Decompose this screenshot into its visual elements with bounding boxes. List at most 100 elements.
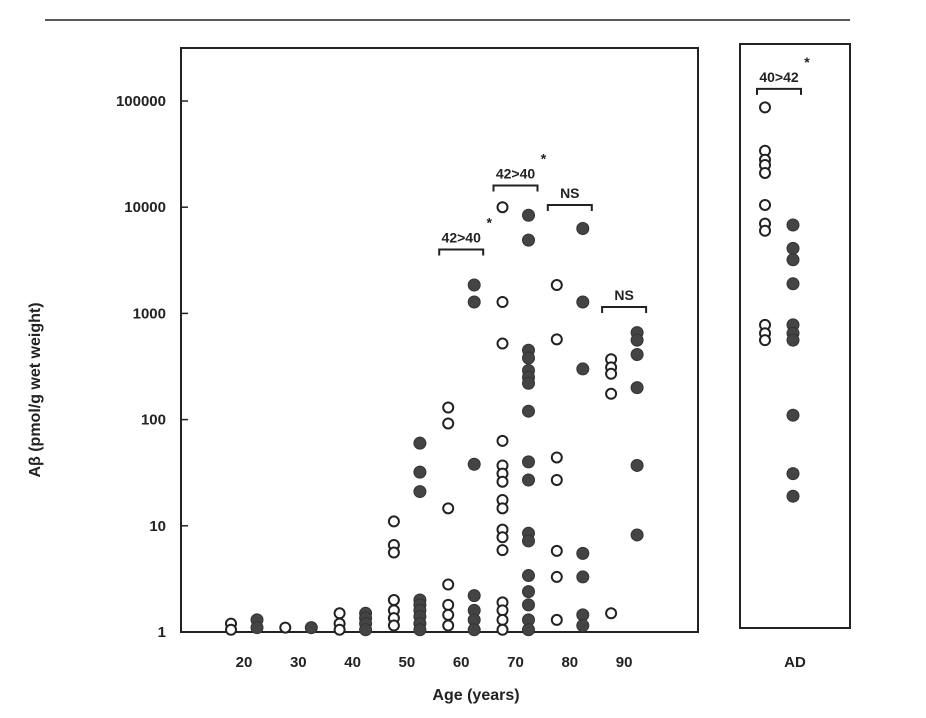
point-abeta40	[496, 531, 509, 544]
point-abeta40	[496, 502, 509, 515]
point-abeta40	[442, 598, 455, 611]
point-abeta42	[467, 623, 481, 637]
point-abeta42	[522, 233, 535, 247]
point-abeta42	[522, 585, 535, 599]
ad-plot-frame	[739, 43, 851, 629]
point-abeta42	[786, 241, 800, 255]
point-abeta40	[279, 621, 292, 634]
point-abeta42	[467, 295, 481, 309]
point-abeta40	[605, 387, 618, 400]
point-abeta42	[576, 295, 590, 309]
x-tick-label: 40	[344, 654, 361, 671]
y-tick-label: 1	[158, 624, 166, 641]
point-abeta40	[605, 607, 618, 620]
point-abeta40	[333, 607, 346, 620]
point-abeta42	[522, 455, 535, 469]
point-abeta40	[550, 473, 563, 486]
y-tick-label: 10	[149, 518, 166, 535]
significance-bracket	[601, 305, 648, 313]
point-abeta40	[550, 570, 563, 583]
point-abeta42	[413, 465, 427, 479]
point-abeta40	[442, 608, 455, 621]
x-tick-label: 90	[616, 654, 633, 671]
significance-bracket	[438, 248, 485, 256]
y-tick-label: 1000	[133, 305, 166, 322]
point-abeta40	[550, 451, 563, 464]
point-abeta40	[759, 224, 771, 237]
point-abeta42	[786, 408, 800, 422]
point-abeta42	[522, 569, 535, 583]
point-abeta42	[522, 376, 535, 390]
point-abeta42	[522, 473, 535, 487]
point-abeta42	[786, 333, 800, 347]
significance-asterisk: *	[804, 54, 810, 70]
point-abeta40	[442, 619, 455, 632]
point-abeta42	[576, 222, 590, 236]
comparison-label: 40>42	[759, 69, 799, 85]
point-abeta40	[496, 475, 509, 488]
point-abeta42	[467, 589, 481, 603]
significance-asterisk: *	[541, 151, 547, 167]
point-abeta40	[496, 613, 509, 626]
point-abeta42	[786, 253, 800, 267]
point-abeta42	[630, 333, 644, 347]
significance-asterisk: *	[486, 214, 492, 230]
point-abeta40	[387, 619, 400, 632]
point-abeta40	[759, 198, 771, 211]
x-tick-label: 50	[399, 654, 416, 671]
point-abeta42	[630, 528, 644, 542]
point-abeta40	[550, 613, 563, 626]
significance-bracket	[756, 87, 802, 95]
point-abeta42	[522, 351, 535, 365]
point-abeta40	[496, 544, 509, 557]
x-tick-label: 20	[236, 654, 253, 671]
comparison-label: NS	[614, 287, 633, 303]
x-tick-label: 60	[453, 654, 470, 671]
point-abeta42	[304, 621, 318, 635]
point-abeta40	[605, 367, 618, 380]
x-axis-label: Age (years)	[432, 687, 519, 704]
point-abeta42	[786, 218, 800, 232]
point-abeta42	[522, 623, 535, 637]
x-tick-label: 80	[561, 654, 578, 671]
point-abeta40	[496, 623, 509, 636]
point-abeta40	[442, 578, 455, 591]
y-tick-label: 10000	[124, 199, 166, 216]
point-abeta40	[387, 546, 400, 559]
point-abeta40	[496, 434, 509, 447]
comparison-label: NS	[560, 185, 579, 201]
point-abeta40	[759, 334, 771, 347]
point-abeta42	[522, 208, 535, 222]
point-abeta40	[442, 401, 455, 414]
comparison-label: 42>40	[496, 166, 536, 182]
point-abeta42	[786, 489, 800, 503]
point-abeta40	[496, 604, 509, 617]
point-abeta40	[387, 594, 400, 607]
point-abeta42	[522, 534, 535, 548]
y-tick-label: 100000	[116, 93, 166, 110]
point-abeta42	[576, 570, 590, 584]
point-abeta40	[442, 502, 455, 515]
point-abeta42	[467, 278, 481, 292]
point-abeta42	[522, 598, 535, 612]
point-abeta40	[550, 279, 563, 292]
point-abeta42	[630, 348, 644, 362]
point-abeta40	[225, 623, 237, 636]
point-abeta40	[496, 337, 509, 350]
point-abeta42	[413, 485, 427, 499]
point-abeta42	[576, 362, 590, 376]
point-abeta42	[413, 623, 427, 637]
point-abeta42	[467, 457, 481, 471]
point-abeta40	[550, 544, 563, 557]
point-abeta40	[496, 296, 509, 309]
point-abeta42	[786, 277, 800, 291]
point-abeta40	[333, 623, 346, 636]
comparison-label: 42>40	[442, 229, 482, 245]
point-abeta42	[359, 623, 373, 637]
point-abeta42	[630, 381, 644, 395]
point-abeta40	[442, 417, 455, 430]
x-tick-label: 30	[290, 654, 307, 671]
point-abeta40	[550, 333, 563, 346]
significance-bracket	[492, 184, 539, 192]
point-abeta42	[576, 546, 590, 560]
